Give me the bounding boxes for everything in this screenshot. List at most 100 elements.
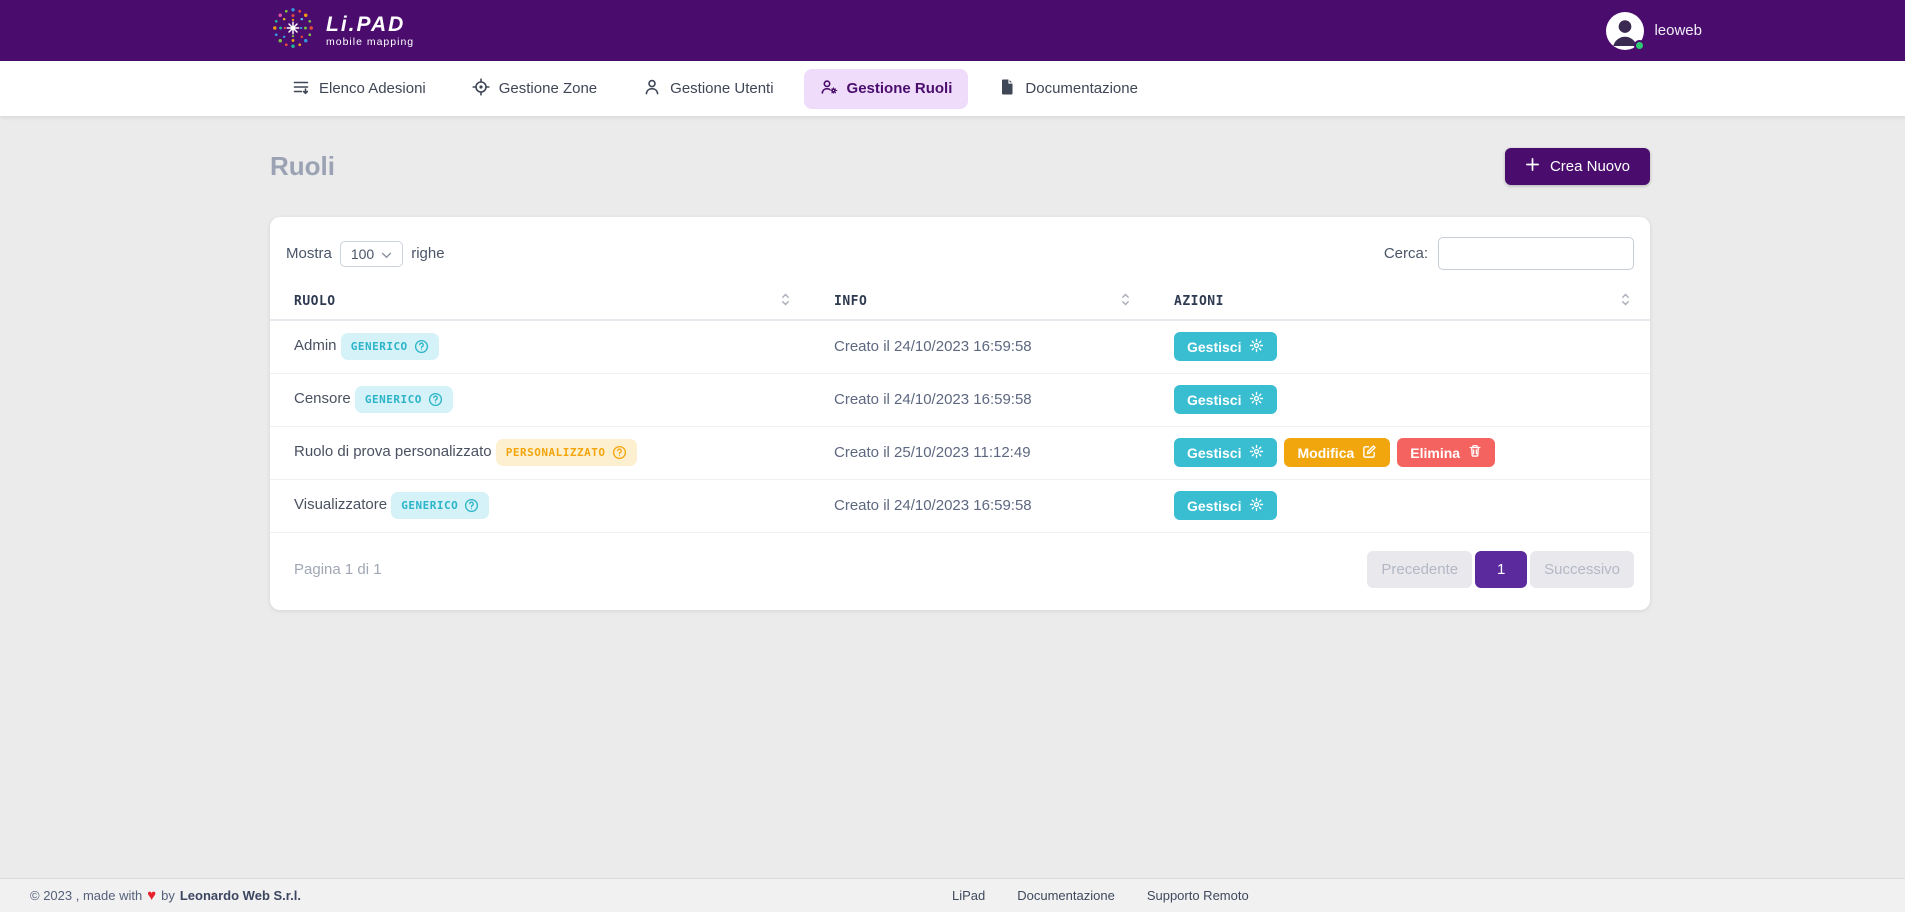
logo-title: Li.PAD [326, 12, 406, 36]
heart-icon: ♥ [147, 887, 157, 904]
footer: © 2023 , made with ♥ by Leonardo Web S.r… [0, 878, 1920, 912]
search-input[interactable] [1438, 237, 1634, 270]
target-icon [472, 77, 490, 100]
role-badge: GENERICO [391, 492, 490, 520]
pagination: Pagina 1 di 1 Precedente 1 Successivo [270, 532, 1650, 604]
pagination-page-1-button[interactable]: 1 [1475, 551, 1528, 588]
pagination-previous-button[interactable]: Precedente [1367, 551, 1473, 588]
online-status-dot [1634, 39, 1646, 51]
table-row: Admin GENERICO Creato il 24/10/2023 16:5… [270, 319, 1650, 373]
nav-item-elenco-adesioni[interactable]: Elenco Adesioni [276, 69, 442, 109]
edit-label: Modifica [1297, 444, 1355, 461]
role-info: Creato il 25/10/2023 11:12:49 [810, 425, 1150, 479]
nav-item-gestione-ruoli[interactable]: Gestione Ruoli [803, 68, 969, 109]
badge-label: GENERICO [401, 499, 459, 513]
manage-label: Gestisci [1187, 444, 1242, 461]
table-row: Visualizzatore GENERICO Creato il 24/10/… [270, 478, 1650, 532]
nav-item-gestione-zone[interactable]: Gestione Zone [456, 69, 613, 109]
manage-label: Gestisci [1187, 497, 1242, 514]
badge-label: GENERICO [364, 393, 422, 406]
role-badge: GENERICO [340, 333, 439, 361]
manage-button[interactable]: Gestisci [1174, 491, 1278, 521]
user-avatar-icon [1613, 19, 1638, 46]
rows-label: righe [411, 245, 445, 262]
column-label: AZIONI [1174, 294, 1224, 309]
footer-link-supporto-remoto[interactable]: Supporto Remoto [1146, 888, 1249, 903]
delete-button[interactable]: Elimina [1397, 438, 1496, 467]
gear-icon [1249, 444, 1264, 462]
nav-label: Documentazione [1025, 80, 1138, 97]
roles-table: RUOLO INFO [270, 284, 1650, 532]
nav-label: Gestione Zone [498, 80, 598, 97]
nav-label: Elenco Adesioni [319, 80, 426, 97]
nav-item-gestione-utenti[interactable]: Gestione Utenti [627, 69, 789, 109]
avatar [1606, 11, 1646, 51]
scrollbar[interactable] [1905, 0, 1920, 912]
help-icon[interactable] [428, 392, 443, 407]
copyright-by: by [161, 888, 175, 903]
gear-icon [1249, 497, 1264, 515]
column-header-info[interactable]: INFO [810, 284, 1150, 321]
search-label: Cerca: [1383, 245, 1428, 262]
manage-label: Gestisci [1187, 338, 1242, 355]
create-new-button[interactable]: Crea Nuovo [1504, 148, 1650, 185]
lipad-logo[interactable]: Li.PAD mobile mapping [270, 5, 414, 56]
role-info: Creato il 24/10/2023 16:59:58 [810, 319, 1150, 373]
rows-per-page-select[interactable]: 100 [339, 240, 404, 267]
nav-label: Gestione Ruoli [846, 80, 953, 97]
footer-link-lipad[interactable]: LiPad [952, 888, 986, 903]
help-icon[interactable] [464, 498, 479, 513]
pagination-summary: Pagina 1 di 1 [294, 561, 382, 578]
document-icon [998, 78, 1016, 100]
manage-label: Gestisci [1187, 391, 1242, 408]
role-badge: PERSONALIZZATO [495, 439, 637, 466]
role-name: Visualizzatore [294, 496, 388, 514]
roles-table-card: Mostra 100 righe Cerca: [270, 217, 1650, 610]
role-name: Ruolo di prova personalizzato [294, 443, 492, 460]
role-badge: GENERICO [354, 386, 453, 413]
edit-button[interactable]: Modifica [1284, 438, 1391, 467]
create-new-label: Crea Nuovo [1549, 158, 1630, 175]
gear-icon [1249, 338, 1264, 356]
top-header-bar: Li.PAD mobile mapping leoweb [0, 0, 1920, 61]
gear-icon [1249, 391, 1264, 409]
sort-icon [781, 292, 790, 311]
username-label: leoweb [1654, 22, 1702, 39]
role-name: Admin [294, 337, 337, 355]
chevron-down-icon [381, 246, 392, 262]
manage-button[interactable]: Gestisci [1174, 332, 1278, 362]
main-navbar: Elenco Adesioni Gestione Zone Gestione U… [0, 61, 1920, 116]
column-header-ruolo[interactable]: RUOLO [270, 284, 810, 321]
role-info: Creato il 24/10/2023 16:59:58 [810, 372, 1150, 426]
table-row: Ruolo di prova personalizzato PERSONALIZ… [270, 425, 1650, 479]
edit-icon [1362, 444, 1377, 462]
logo-subtitle: mobile mapping [326, 35, 415, 48]
page-title: Ruoli [270, 151, 335, 181]
footer-link-documentazione[interactable]: Documentazione [1017, 888, 1115, 903]
role-name: Censore [294, 390, 351, 407]
sort-icon [1121, 292, 1130, 311]
roles-icon [820, 78, 838, 100]
help-icon[interactable] [612, 445, 627, 460]
role-info: Creato il 24/10/2023 16:59:58 [810, 478, 1150, 532]
column-label: RUOLO [294, 294, 336, 309]
sort-icon [1621, 292, 1630, 311]
column-label: INFO [834, 294, 868, 309]
help-icon[interactable] [414, 339, 429, 354]
table-row: Censore GENERICO Creato il 24/10/2023 16… [270, 372, 1650, 426]
trash-icon [1468, 444, 1482, 461]
manage-button[interactable]: Gestisci [1174, 385, 1278, 414]
nav-item-documentazione[interactable]: Documentazione [982, 69, 1154, 109]
badge-label: PERSONALIZZATO [505, 446, 606, 459]
manage-button[interactable]: Gestisci [1174, 438, 1278, 467]
column-header-azioni[interactable]: AZIONI [1150, 284, 1650, 321]
list-icon [292, 78, 310, 100]
delete-label: Elimina [1410, 444, 1461, 461]
company-name: Leonardo Web S.r.l. [179, 888, 301, 903]
copyright: © 2023 , made with ♥ by Leonardo Web S.r… [30, 887, 301, 904]
user-menu[interactable]: leoweb [1606, 11, 1702, 51]
pagination-next-button[interactable]: Successivo [1530, 551, 1634, 588]
user-icon [643, 78, 661, 100]
show-label: Mostra [286, 245, 332, 262]
lipad-logo-icon [270, 5, 316, 56]
